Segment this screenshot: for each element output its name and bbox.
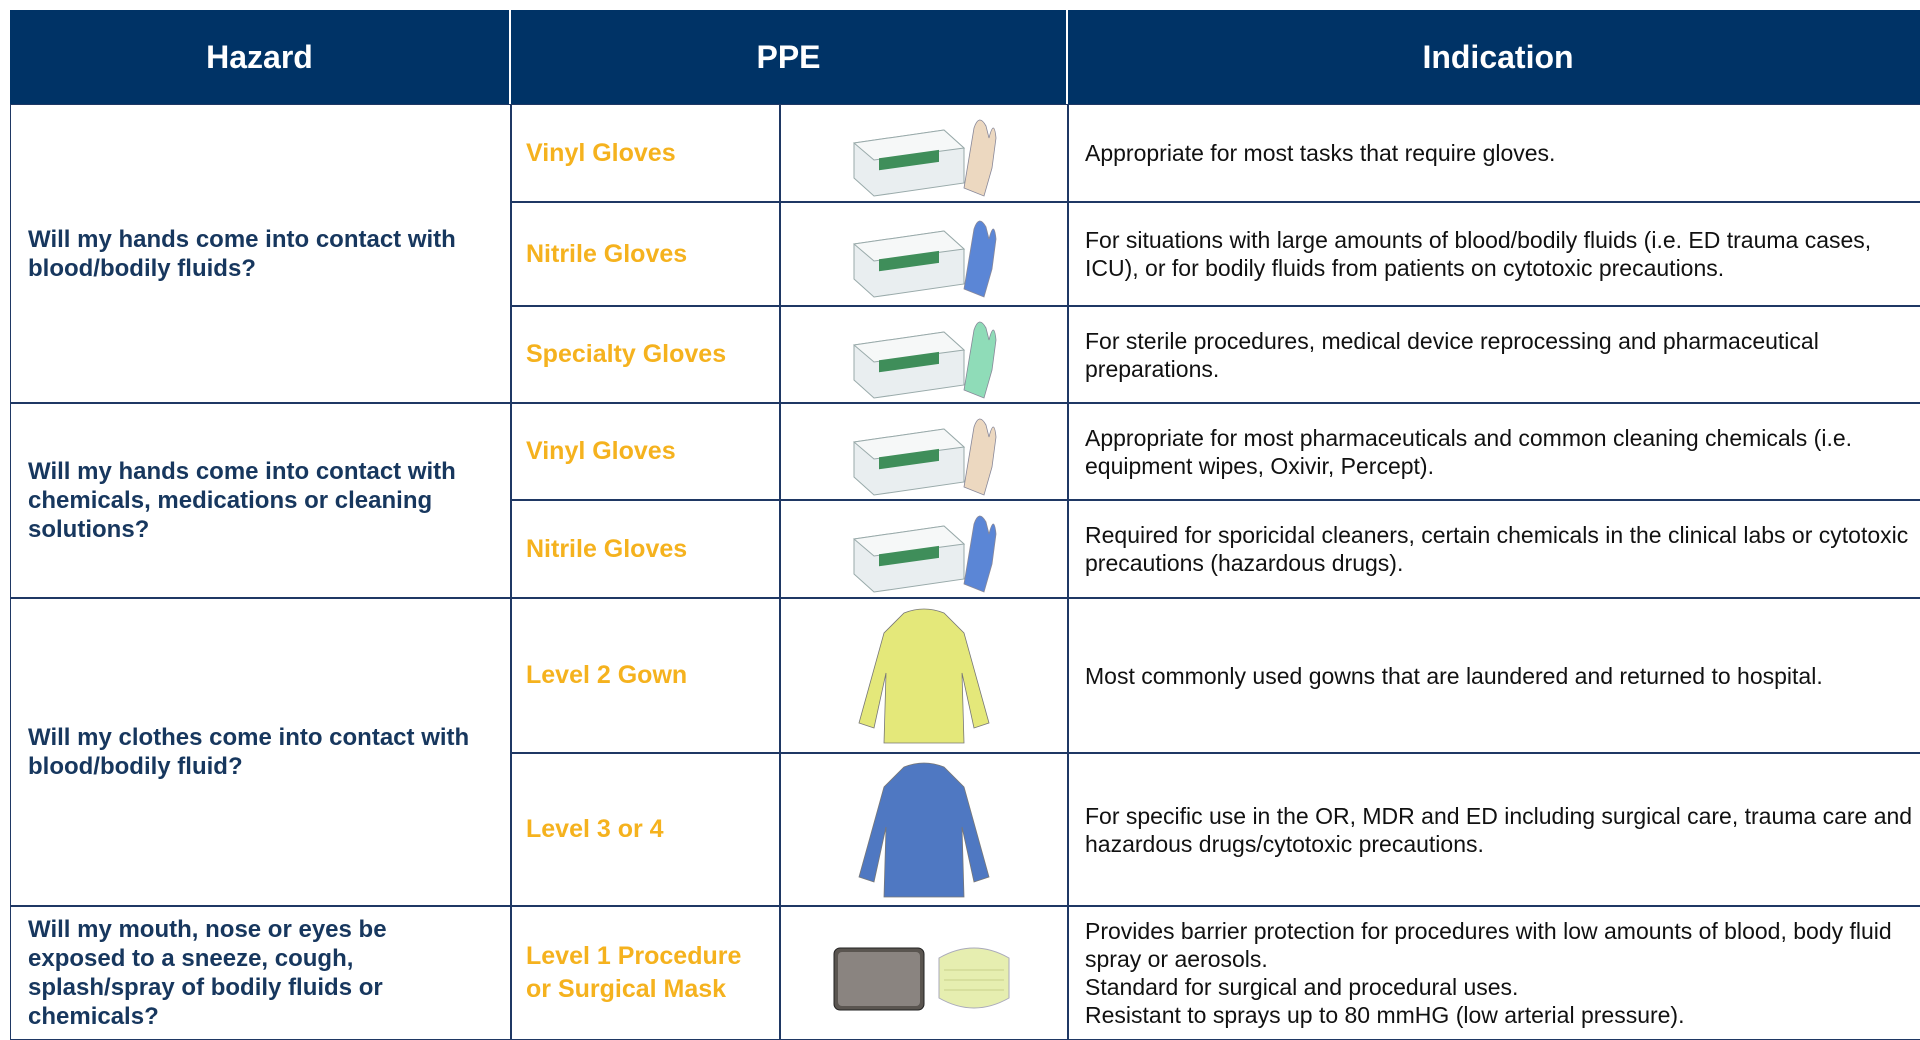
ppe-name: Nitrile Gloves xyxy=(511,202,780,306)
ppe-name: Vinyl Gloves xyxy=(511,104,780,202)
indication-line: Provides barrier protection for procedur… xyxy=(1085,918,1892,972)
ppe-image-cell xyxy=(780,202,1068,306)
hazard: Will my mouth, nose or eyes be exposed t… xyxy=(10,906,511,1040)
ppe-image xyxy=(852,220,997,298)
indication-line: For situations with large amounts of blo… xyxy=(1085,227,1872,281)
indication: Appropriate for most pharmaceuticals and… xyxy=(1068,403,1920,500)
ppe-image xyxy=(852,418,997,496)
indication-text: Appropriate for most tasks that require … xyxy=(1085,105,1917,201)
ppe-image xyxy=(858,608,990,744)
indication-text: Provides barrier protection for procedur… xyxy=(1085,907,1917,1039)
header-hazard: Hazard xyxy=(10,10,511,104)
indication-text: For sterile procedures, medical device r… xyxy=(1085,307,1917,402)
ppe-image-cell xyxy=(780,753,1068,906)
indication: Appropriate for most tasks that require … xyxy=(1068,104,1920,202)
ppe-name: Nitrile Gloves xyxy=(511,500,780,598)
indication-line: Standard for surgical and procedural use… xyxy=(1085,974,1519,1000)
ppe-name: Level 1 Procedure or Surgical Mask xyxy=(511,906,780,1040)
indication-text: Required for sporicidal cleaners, certai… xyxy=(1085,501,1917,597)
ppe-image xyxy=(852,515,997,593)
indication-line: For sterile procedures, medical device r… xyxy=(1085,327,1819,382)
ppe-image-cell xyxy=(780,306,1068,403)
ppe-name: Vinyl Gloves xyxy=(511,403,780,500)
ppe-name: Level 3 or 4 xyxy=(511,753,780,906)
hazard: Will my clothes come into contact with b… xyxy=(10,598,511,906)
indication-text: For situations with large amounts of blo… xyxy=(1085,203,1917,305)
indication: For sterile procedures, medical device r… xyxy=(1068,306,1920,403)
ppe-name: Specialty Gloves xyxy=(511,306,780,403)
indication-line: Appropriate for most pharmaceuticals and… xyxy=(1085,424,1853,479)
indication-line: Resistant to sprays up to 80 mmHG (low a… xyxy=(1085,1002,1685,1028)
header-indication: Indication xyxy=(1068,10,1920,104)
indication-line: Appropriate for most tasks that require … xyxy=(1085,140,1556,166)
indication: For specific use in the OR, MDR and ED i… xyxy=(1068,753,1920,906)
indication: Provides barrier protection for procedur… xyxy=(1068,906,1920,1040)
indication-text: For specific use in the OR, MDR and ED i… xyxy=(1085,754,1917,905)
ppe-image xyxy=(833,947,1010,1011)
indication-line: Most commonly used gowns that are launde… xyxy=(1085,662,1823,689)
indication: For situations with large amounts of blo… xyxy=(1068,202,1920,306)
hazard: Will my hands come into contact with blo… xyxy=(10,104,511,403)
ppe-image-cell xyxy=(780,104,1068,202)
ppe-image xyxy=(858,762,990,898)
ppe-image-cell xyxy=(780,500,1068,598)
ppe-image-cell xyxy=(780,598,1068,753)
ppe-name: Level 2 Gown xyxy=(511,598,780,753)
indication-line: For specific use in the OR, MDR and ED i… xyxy=(1085,802,1913,857)
indication: Required for sporicidal cleaners, certai… xyxy=(1068,500,1920,598)
indication-line: Required for sporicidal cleaners, certai… xyxy=(1085,522,1909,576)
indication: Most commonly used gowns that are launde… xyxy=(1068,598,1920,753)
header-ppe: PPE xyxy=(511,10,1068,104)
indication-text: Most commonly used gowns that are launde… xyxy=(1085,599,1917,752)
hazard: Will my hands come into contact with che… xyxy=(10,403,511,598)
indication-text: Appropriate for most pharmaceuticals and… xyxy=(1085,404,1917,499)
ppe-image-cell xyxy=(780,906,1068,1040)
ppe-image xyxy=(852,119,997,197)
ppe-image-cell xyxy=(780,403,1068,500)
ppe-image xyxy=(852,321,997,399)
